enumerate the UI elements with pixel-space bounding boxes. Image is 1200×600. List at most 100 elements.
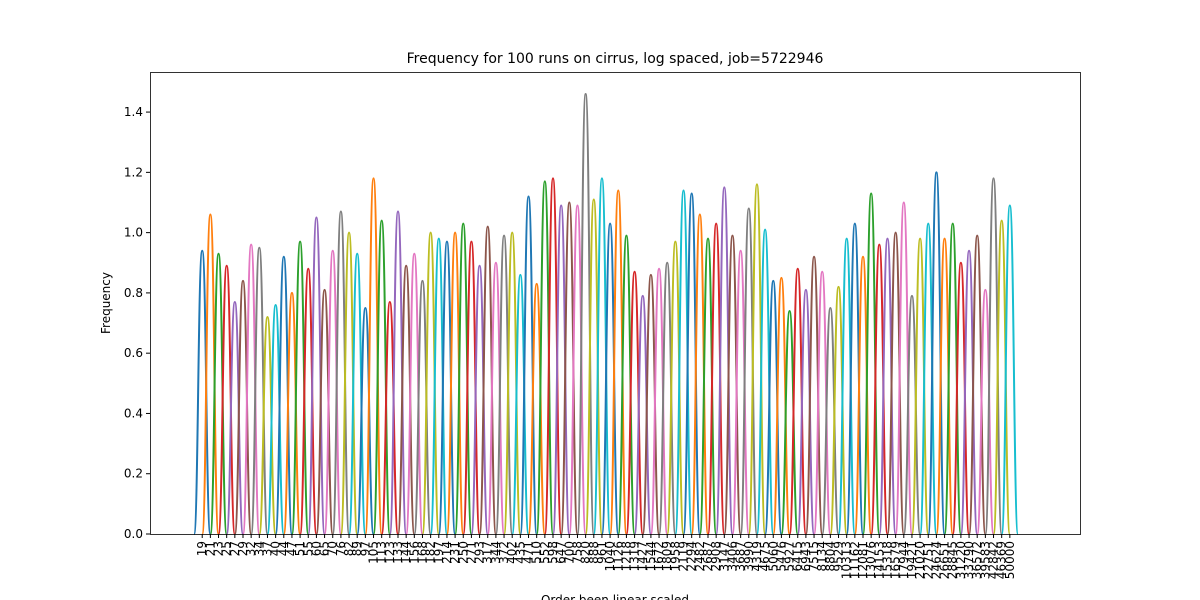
x-tick-label: 97 xyxy=(358,541,372,556)
series-line xyxy=(584,198,603,535)
x-tick-label: 510 xyxy=(530,541,544,564)
series-line xyxy=(429,237,448,535)
series-line xyxy=(886,231,905,535)
series-line xyxy=(617,234,636,535)
series-line xyxy=(535,180,554,535)
series-line xyxy=(527,282,546,535)
series-line xyxy=(397,264,416,535)
x-tick-label: 820 xyxy=(579,541,593,564)
x-tick-label: 2294 xyxy=(685,541,699,572)
series-line xyxy=(951,261,971,535)
y-tick-label: 0.2 xyxy=(124,467,143,481)
series-line xyxy=(356,306,375,535)
x-tick-label: 24624 xyxy=(929,541,943,579)
x-tick-label: 144 xyxy=(399,541,413,564)
series-line xyxy=(258,316,277,535)
series-line xyxy=(968,234,987,535)
x-tick-label: 1040 xyxy=(603,541,617,572)
x-tick-label: 293 xyxy=(473,541,487,564)
series-line xyxy=(445,231,465,535)
series-line xyxy=(674,189,693,535)
series-line xyxy=(780,309,799,535)
series-line xyxy=(388,210,408,535)
x-tick-label: 168 xyxy=(415,541,429,564)
x-tick-label: 31220 xyxy=(954,541,968,579)
x-tick-label: 317 xyxy=(481,541,495,564)
chart-title: Frequency for 100 runs on cirrus, log sp… xyxy=(407,51,824,67)
series-line xyxy=(813,270,832,535)
series-line xyxy=(372,219,391,535)
x-tick-label: 156 xyxy=(407,541,421,564)
x-tick-label: 11162 xyxy=(848,541,862,579)
series-line xyxy=(290,240,310,535)
x-tick-label: 21020 xyxy=(913,541,927,579)
series-line xyxy=(862,192,881,535)
x-tick-label: 6943 xyxy=(799,541,813,572)
series-line xyxy=(690,213,709,535)
series-line xyxy=(323,249,342,535)
series-line xyxy=(698,237,718,535)
series-line xyxy=(1000,204,1019,535)
series-line xyxy=(878,237,897,535)
y-tick-label: 0.4 xyxy=(124,406,143,420)
x-tick-label: 89 xyxy=(350,541,364,556)
series-line xyxy=(331,210,351,535)
x-tick-label: 5476 xyxy=(774,541,788,572)
x-tick-label: 12081 xyxy=(856,541,870,579)
x-tick-label: 961 xyxy=(595,541,609,564)
series-line xyxy=(307,216,326,535)
x-tick-label: 758 xyxy=(570,541,584,564)
series-line xyxy=(625,270,644,535)
series-line xyxy=(747,183,767,535)
y-tick-label: 0.6 xyxy=(124,346,143,360)
x-tick-label: 1319 xyxy=(628,541,642,572)
series-line xyxy=(658,261,677,535)
x-tick-label: 14153 xyxy=(872,541,886,579)
series-line xyxy=(201,213,220,535)
x-tick-label: 13076 xyxy=(864,541,878,579)
x-tick-label: 6415 xyxy=(791,541,805,572)
series-line xyxy=(454,222,473,535)
x-tick-label: 76 xyxy=(334,541,348,556)
x-tick-label: 372 xyxy=(497,541,511,564)
series-line xyxy=(666,240,685,535)
series-line xyxy=(503,231,522,535)
series-line xyxy=(299,267,318,535)
x-tick-label: 3406 xyxy=(725,541,739,572)
series-line xyxy=(233,279,253,535)
x-tick-label: 50000 xyxy=(1003,541,1017,579)
x-tick-label: 1544 xyxy=(644,541,658,572)
series-line xyxy=(315,288,334,535)
y-tick-label: 1.2 xyxy=(124,165,143,179)
x-tick-label: 40 xyxy=(269,541,283,556)
series-line xyxy=(894,201,913,535)
series-line xyxy=(919,222,938,535)
series-line xyxy=(462,240,481,535)
x-tick-label: 19 xyxy=(195,541,209,556)
x-tick-label: 10313 xyxy=(840,541,854,579)
x-tick-label: 36572 xyxy=(970,541,984,579)
series-line xyxy=(193,249,212,535)
x-tick-label: 123 xyxy=(383,541,397,564)
y-axis-label: Frequency xyxy=(99,272,113,334)
series-line xyxy=(576,92,595,535)
x-tick-label: 34 xyxy=(252,541,266,556)
series-line xyxy=(788,267,807,535)
series-line xyxy=(804,255,824,535)
series-line xyxy=(943,222,962,535)
x-tick-label: 888 xyxy=(587,541,601,564)
x-tick-label: 8134 xyxy=(815,541,829,572)
series-line xyxy=(568,204,587,535)
series-line xyxy=(592,177,612,535)
series-line xyxy=(609,189,628,535)
series-line xyxy=(494,234,514,535)
x-tick-label: 113 xyxy=(375,541,389,564)
x-tick-label: 5060 xyxy=(766,541,780,572)
x-tick-label: 29 xyxy=(236,541,250,556)
x-tick-label: 344 xyxy=(489,541,503,564)
series-line xyxy=(348,252,367,535)
x-tick-label: 2482 xyxy=(693,541,707,572)
series-line xyxy=(764,279,783,535)
series-line xyxy=(486,261,506,535)
